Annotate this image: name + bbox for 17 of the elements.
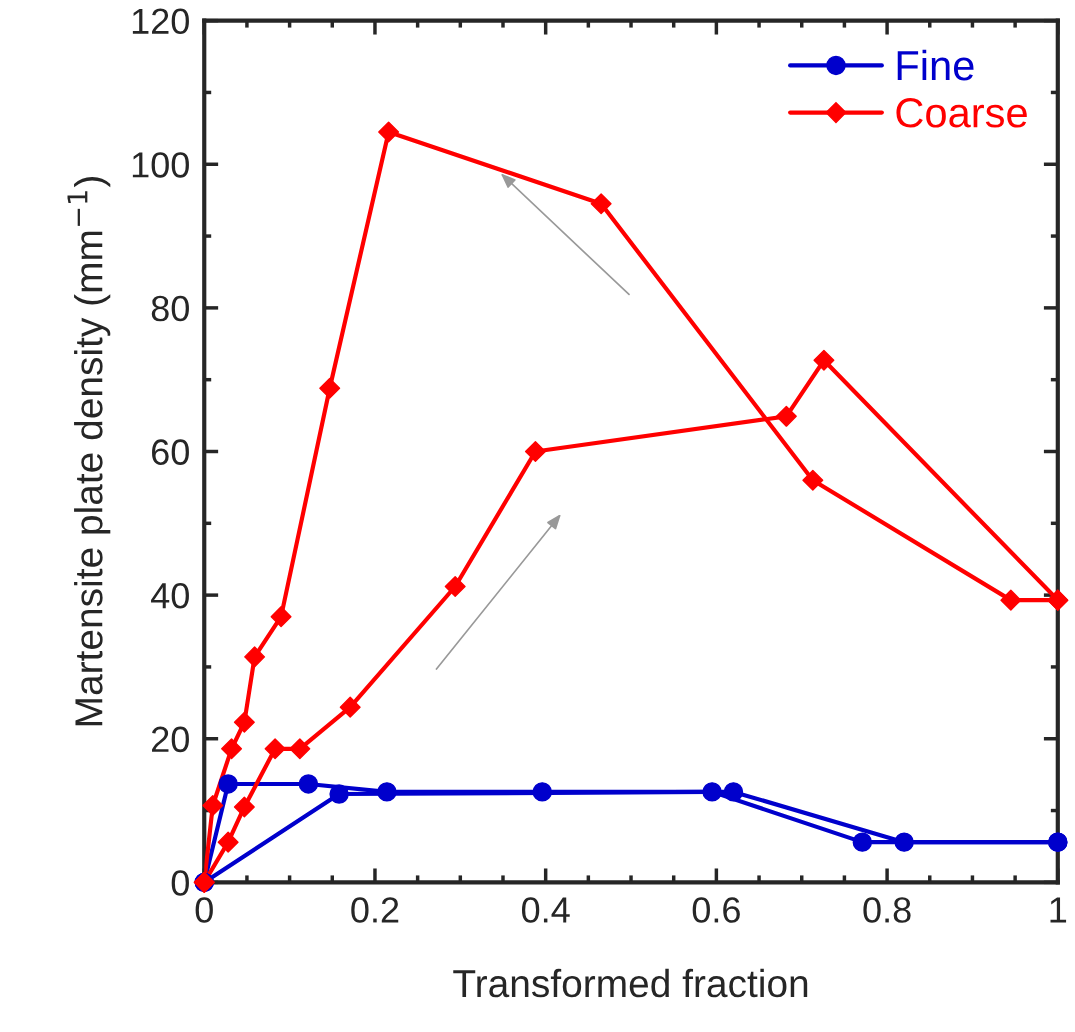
x-tick-label: 0.8 xyxy=(863,897,911,923)
y-tick-label: 0 xyxy=(171,870,189,896)
y-axis-title: Martensite plate density (mm$^{−1}$) xyxy=(67,177,111,726)
x-axis-title: Transformed fraction xyxy=(453,968,808,998)
legend-label: Fine xyxy=(897,49,974,81)
y-tick-label: 60 xyxy=(152,439,189,465)
x-tick-label: 0.4 xyxy=(521,897,570,923)
y-tick-label: 120 xyxy=(132,8,189,35)
y-tick-label: 80 xyxy=(151,295,189,322)
x-tick-label: 1 xyxy=(1050,897,1067,923)
y-tick-label: 20 xyxy=(152,726,189,753)
x-tick-label: 0.6 xyxy=(692,897,740,923)
y-tick-label: 40 xyxy=(151,582,189,609)
legend-label: Coarse xyxy=(896,98,1027,128)
y-tick-label: 100 xyxy=(132,152,189,178)
x-tick-label: 0 xyxy=(195,897,213,923)
x-tick-label: 0.2 xyxy=(351,897,399,923)
